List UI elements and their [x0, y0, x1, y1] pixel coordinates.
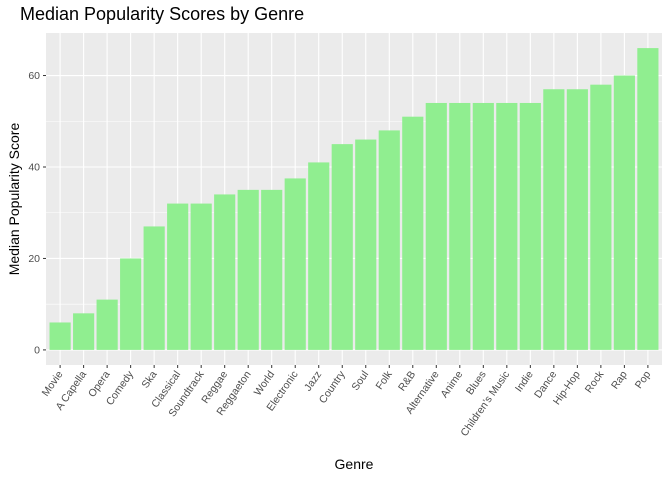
bar-soul — [355, 139, 377, 350]
bar-r-b — [402, 116, 424, 350]
bars — [49, 48, 659, 350]
bar-jazz — [308, 162, 330, 350]
bar-country — [331, 144, 353, 350]
chart-title: Median Popularity Scores by Genre — [20, 4, 305, 24]
x-tick-label: Pop — [633, 369, 654, 391]
bar-electronic — [284, 178, 306, 350]
x-axis-title: Genre — [335, 456, 374, 472]
bar-classical — [167, 203, 189, 350]
x-tick-label: Jazz — [302, 369, 324, 394]
bar-indie — [519, 102, 541, 350]
bar-movie — [49, 322, 71, 350]
y-tick-label: 40 — [28, 161, 40, 173]
bar-children-s-music — [496, 102, 518, 350]
bar-alternative — [425, 102, 447, 350]
y-tick-label: 60 — [28, 70, 40, 82]
x-tick-label: Rap — [609, 369, 630, 392]
y-axis: 0 20 40 60 — [28, 70, 46, 356]
bar-comedy — [120, 258, 142, 350]
bar-reggae — [214, 194, 236, 350]
x-tick-label: Anime — [438, 369, 465, 400]
x-tick-label: Folk — [374, 368, 396, 392]
bar-world — [261, 189, 283, 350]
x-tick-label: R&B — [396, 369, 418, 394]
bar-pop — [637, 48, 659, 350]
bar-ska — [143, 226, 165, 350]
bar-a-capella — [73, 313, 95, 350]
y-axis-title: Median Popularity Score — [6, 123, 22, 276]
bar-blues — [472, 102, 494, 350]
bar-rap — [613, 75, 635, 350]
y-tick-label: 20 — [28, 253, 40, 265]
x-tick-label: Ska — [139, 369, 159, 391]
bar-reggaeton — [237, 189, 259, 350]
bar-dance — [543, 89, 565, 350]
bar-folk — [378, 130, 400, 350]
x-tick-label: Indie — [513, 369, 536, 395]
bar-hip-hop — [566, 89, 588, 350]
y-tick-label: 0 — [34, 344, 40, 356]
bar-anime — [449, 102, 471, 350]
x-tick-label: Soul — [349, 369, 371, 393]
bar-rock — [590, 84, 612, 350]
bar-opera — [96, 299, 118, 350]
bar-soundtrack — [190, 203, 212, 350]
x-tick-label: Rock — [583, 368, 607, 395]
